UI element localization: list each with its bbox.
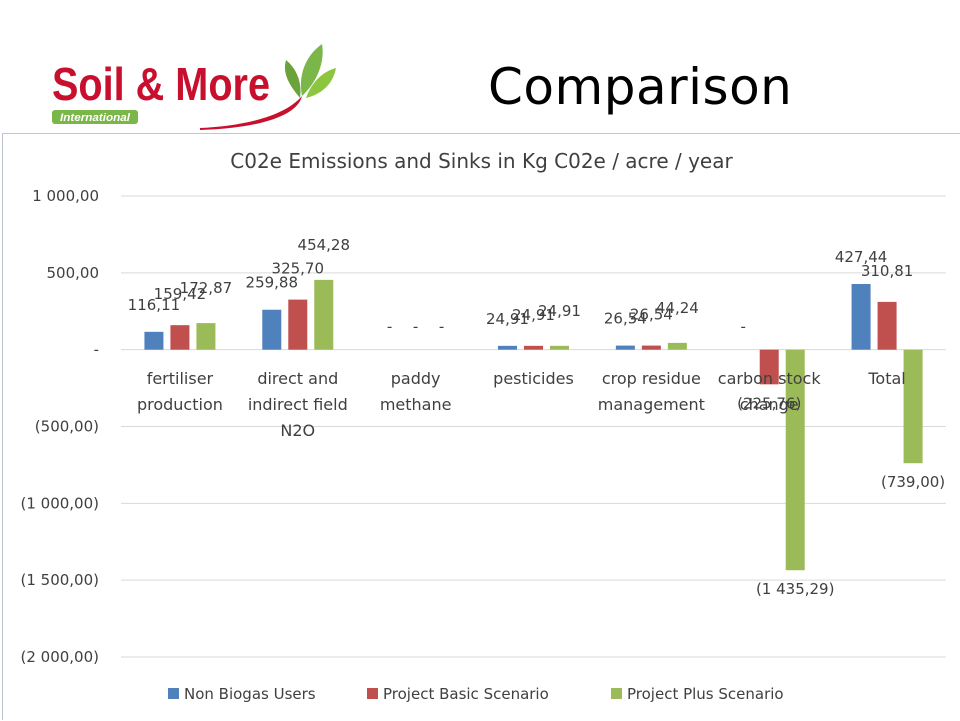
data-label: 310,81: [861, 262, 914, 280]
category-label: crop residue: [602, 369, 701, 388]
chart-title: C02e Emissions and Sinks in Kg C02e / ac…: [230, 149, 733, 173]
bar: [550, 345, 569, 350]
soil-and-more-logo: Soil & More International: [52, 44, 336, 130]
bar: [851, 283, 871, 350]
data-label: 259,88: [246, 274, 299, 292]
data-label: (739,00): [881, 473, 945, 491]
logo-brand-text: Soil & More: [52, 58, 270, 110]
logo-subtitle-text: International: [60, 112, 131, 124]
category-label: methane: [380, 395, 452, 414]
legend-swatch: [611, 688, 622, 699]
category-label: carbon stock: [718, 369, 822, 388]
data-label: -: [741, 318, 746, 336]
legend-swatch: [367, 688, 378, 699]
bar: [288, 299, 308, 350]
leaf-icon: [306, 68, 336, 98]
y-tick-label: (500,00): [35, 418, 99, 436]
data-label: 159,42: [154, 285, 207, 303]
data-label: 26,54: [604, 310, 647, 328]
data-label: 26,54: [630, 306, 673, 324]
chart-frame: C02e Emissions and Sinks in Kg C02e / ac…: [2, 133, 960, 720]
bar: [903, 349, 923, 464]
data-label: 172,87: [180, 279, 233, 297]
data-label: 24,91: [486, 310, 529, 328]
y-tick-label: (1 500,00): [20, 571, 99, 589]
bar: [877, 301, 897, 350]
data-label: 454,28: [298, 236, 351, 254]
data-label: 116,11: [128, 296, 181, 314]
emissions-bar-chart: C02e Emissions and Sinks in Kg C02e / ac…: [20, 149, 946, 703]
bar: [170, 325, 190, 350]
leaf-icon: [284, 60, 301, 98]
data-label: -: [387, 318, 392, 336]
category-label: direct and: [257, 369, 338, 388]
category-label: Total: [867, 369, 905, 388]
legend-label: Project Plus Scenario: [627, 685, 784, 703]
bar: [314, 279, 334, 350]
category-label: fertiliser: [147, 369, 214, 388]
bar: [615, 345, 635, 350]
bar: [785, 349, 805, 571]
data-label: (1 435,29): [756, 580, 835, 598]
swoosh-icon: [200, 96, 302, 130]
slide-header: Soil & More International Comparison: [0, 0, 960, 133]
data-label: 427,44: [835, 248, 888, 266]
slide-title: Comparison: [488, 58, 793, 116]
bar: [759, 349, 779, 385]
bar: [667, 342, 687, 350]
y-tick-label: (2 000,00): [20, 648, 99, 666]
legend-swatch: [168, 688, 179, 699]
bar: [196, 323, 216, 350]
data-label: 24,91: [512, 306, 555, 324]
bar: [262, 309, 282, 350]
legend-label: Non Biogas Users: [184, 685, 316, 703]
data-label: (225,76): [737, 394, 801, 412]
y-tick-label: -: [94, 341, 99, 359]
bar: [524, 345, 543, 350]
bar: [144, 331, 164, 350]
data-label: 24,91: [538, 302, 581, 320]
category-label: pesticides: [493, 369, 574, 388]
y-tick-label: 1 000,00: [32, 187, 99, 205]
category-label: paddy: [391, 369, 441, 388]
data-label: -: [413, 318, 418, 336]
leaf-icon: [300, 44, 323, 96]
data-label: -: [439, 318, 444, 336]
legend-label: Project Basic Scenario: [383, 685, 549, 703]
bar: [498, 345, 517, 350]
bar: [641, 345, 661, 350]
data-label: 325,70: [272, 260, 325, 278]
data-label: 44,24: [656, 299, 699, 317]
y-tick-label: 500,00: [47, 264, 100, 282]
category-label: change: [740, 395, 799, 414]
logo-banner: [52, 110, 138, 124]
y-tick-label: (1 000,00): [20, 494, 99, 512]
category-label: N2O: [280, 421, 315, 440]
category-label: management: [598, 395, 705, 414]
category-label: production: [137, 395, 223, 414]
category-label: indirect field: [248, 395, 348, 414]
